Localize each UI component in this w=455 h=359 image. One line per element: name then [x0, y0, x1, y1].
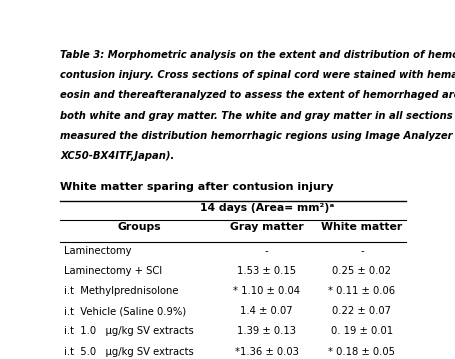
Text: White matter: White matter [321, 223, 403, 233]
Text: 14 days (Area= mm²)ᵃ: 14 days (Area= mm²)ᵃ [200, 203, 334, 213]
Text: 1.53 ± 0.15: 1.53 ± 0.15 [237, 266, 296, 276]
Text: Laminectomy: Laminectomy [64, 246, 131, 256]
Text: i.t  1.0   μg/kg SV extracts: i.t 1.0 μg/kg SV extracts [64, 326, 194, 336]
Text: Table 3: Morphometric analysis on the extent and distribution of hemorrhage afte: Table 3: Morphometric analysis on the ex… [61, 50, 455, 60]
Text: contusion injury. Cross sections of spinal cord were stained with hematoxylin an: contusion injury. Cross sections of spin… [61, 70, 455, 80]
Text: 0.22 ± 0.07: 0.22 ± 0.07 [333, 306, 391, 316]
Text: 0.25 ± 0.02: 0.25 ± 0.02 [333, 266, 391, 276]
Text: 1.39 ± 0.13: 1.39 ± 0.13 [237, 326, 296, 336]
Text: 0. 19 ± 0.01: 0. 19 ± 0.01 [331, 326, 393, 336]
Text: i.t  Vehicle (Saline 0.9%): i.t Vehicle (Saline 0.9%) [64, 306, 186, 316]
Text: -: - [360, 246, 364, 256]
Text: * 0.11 ± 0.06: * 0.11 ± 0.06 [329, 286, 395, 296]
Text: 1.4 ± 0.07: 1.4 ± 0.07 [240, 306, 293, 316]
Text: * 0.18 ± 0.05: * 0.18 ± 0.05 [329, 346, 395, 356]
Text: Gray matter: Gray matter [230, 223, 303, 233]
Text: -: - [265, 246, 268, 256]
Text: *1.36 ± 0.03: *1.36 ± 0.03 [235, 346, 298, 356]
Text: White matter sparing after contusion injury: White matter sparing after contusion inj… [61, 182, 334, 192]
Text: measured the distribution hemorrhagic regions using Image Analyzer (Olympus: measured the distribution hemorrhagic re… [61, 131, 455, 141]
Text: Laminectomy + SCI: Laminectomy + SCI [64, 266, 162, 276]
Text: * 1.10 ± 0.04: * 1.10 ± 0.04 [233, 286, 300, 296]
Text: both white and gray matter. The white and gray matter in all sections were: both white and gray matter. The white an… [61, 111, 455, 121]
Text: i.t  Methylprednisolone: i.t Methylprednisolone [64, 286, 178, 296]
Text: i.t  5.0   μg/kg SV extracts: i.t 5.0 μg/kg SV extracts [64, 346, 194, 356]
Text: eosin and thereafteranalyzed to assess the extent of hemorrhaged area (mm²) in: eosin and thereafteranalyzed to assess t… [61, 90, 455, 101]
Text: Groups: Groups [118, 223, 162, 233]
Text: XC50-BX4ITF,Japan).: XC50-BX4ITF,Japan). [61, 151, 175, 161]
